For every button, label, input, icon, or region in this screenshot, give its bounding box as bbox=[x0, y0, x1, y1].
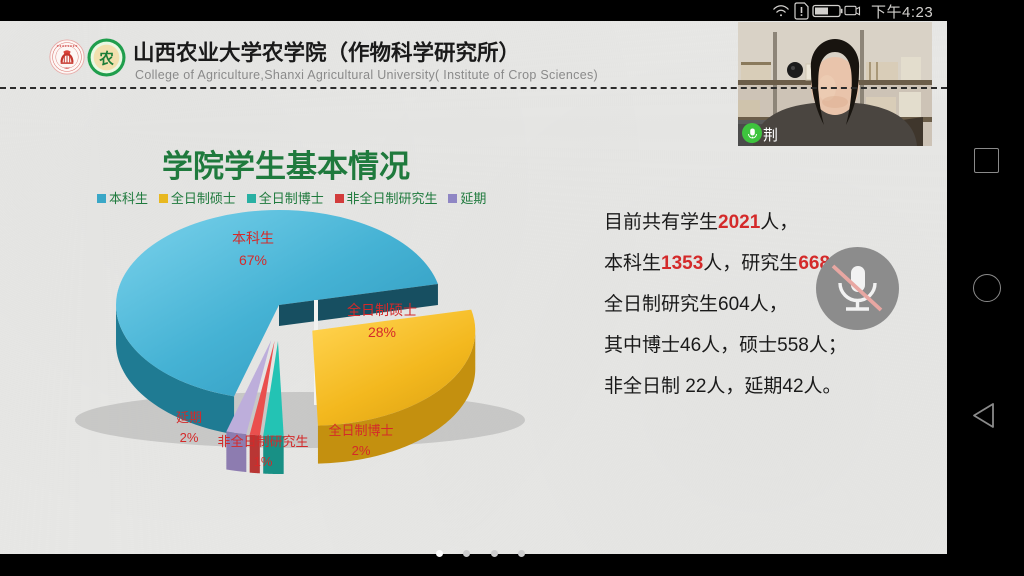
svg-text:★★★★★★★★: ★★★★★★★★ bbox=[56, 44, 78, 48]
svg-text:1907: 1907 bbox=[64, 68, 70, 70]
svg-text:农: 农 bbox=[98, 49, 114, 67]
